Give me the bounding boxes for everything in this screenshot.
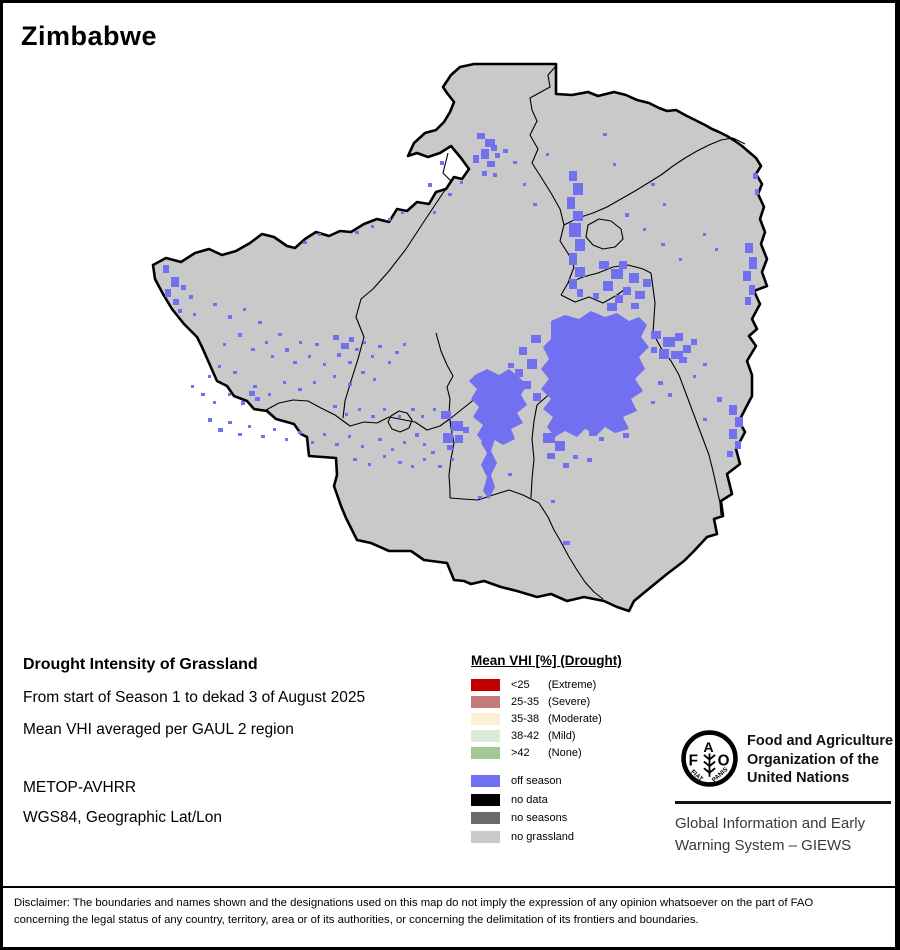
legend-range: >42 bbox=[511, 746, 530, 759]
legend-label: (Extreme) bbox=[548, 678, 597, 691]
giews-line: Global Information and Early bbox=[675, 815, 866, 832]
severe-swatch bbox=[471, 695, 500, 708]
legend-range: <25 bbox=[511, 678, 530, 691]
disclaimer-box: Disclaimer: The boundaries and names sho… bbox=[3, 886, 895, 947]
offseason-areas bbox=[163, 133, 759, 545]
legend-title: Mean VHI [%] (Drought) bbox=[471, 653, 622, 668]
fao-logo-icon: A F O FIAT PANIS bbox=[681, 730, 738, 787]
zimbabwe-map bbox=[151, 62, 769, 613]
disclaimer-line: Disclaimer: The boundaries and names sho… bbox=[14, 897, 814, 909]
legend: Mean VHI [%] (Drought) <25 (Extreme) 25-… bbox=[471, 653, 671, 846]
fao-divider bbox=[675, 801, 891, 804]
legend-range: 38-42 bbox=[511, 729, 540, 742]
legend-label: no grassland bbox=[511, 830, 574, 843]
sensor-text: METOP-AVHRR bbox=[23, 779, 137, 796]
no-seasons-swatch bbox=[471, 812, 500, 825]
legend-item-no-data: no data bbox=[471, 791, 671, 810]
legend-label: (Mild) bbox=[548, 729, 576, 742]
svg-text:A: A bbox=[703, 740, 713, 756]
legend-spacer bbox=[471, 761, 671, 772]
moderate-swatch bbox=[471, 712, 500, 725]
off-season-swatch bbox=[471, 775, 500, 788]
legend-item-none: >42 (None) bbox=[471, 744, 671, 761]
no-data-swatch bbox=[471, 793, 500, 806]
mild-swatch bbox=[471, 729, 500, 742]
country-shape bbox=[151, 62, 769, 613]
fao-org-line: United Nations bbox=[747, 770, 850, 786]
no-grassland-swatch bbox=[471, 830, 500, 843]
legend-item-extreme: <25 (Extreme) bbox=[471, 676, 671, 693]
giews-name: Global Information and Early Warning Sys… bbox=[675, 813, 865, 856]
legend-item-mild: 38-42 (Mild) bbox=[471, 727, 671, 744]
legend-item-severe: 25-35 (Severe) bbox=[471, 693, 671, 710]
svg-text:F: F bbox=[689, 753, 698, 770]
extreme-swatch bbox=[471, 678, 500, 691]
legend-item-moderate: 35-38 (Moderate) bbox=[471, 710, 671, 727]
disclaimer-line: concerning the legal status of any count… bbox=[14, 913, 699, 926]
map-period-text: From start of Season 1 to dekad 3 of Aug… bbox=[23, 689, 366, 706]
fao-org-line: Organization of the bbox=[747, 751, 880, 768]
giews-line: Warning System – GIEWS bbox=[675, 836, 852, 854]
map-aggregation-text: Mean VHI averaged per GAUL 2 region bbox=[23, 721, 294, 738]
page-title: Zimbabwe bbox=[21, 21, 158, 51]
legend-label: no data bbox=[511, 793, 548, 806]
fao-org-line: Food and Agriculture bbox=[747, 733, 894, 749]
fao-org-name: Food and Agriculture Organization of the… bbox=[747, 732, 893, 788]
legend-item-off-season: off season bbox=[471, 772, 671, 791]
map-subject-heading: Drought Intensity of Grassland bbox=[23, 656, 258, 673]
legend-range: 25-35 bbox=[511, 695, 540, 708]
legend-label: off season bbox=[511, 775, 562, 788]
legend-label: (Severe) bbox=[548, 695, 591, 708]
legend-range: 35-38 bbox=[511, 712, 540, 725]
disclaimer-text: Disclaimer: The boundaries and names sho… bbox=[14, 895, 888, 928]
legend-label: no seasons bbox=[511, 812, 568, 825]
svg-text:O: O bbox=[718, 753, 730, 770]
legend-label: (Moderate) bbox=[548, 712, 602, 725]
legend-item-no-seasons: no seasons bbox=[471, 809, 671, 828]
none-swatch bbox=[471, 746, 500, 759]
legend-label: (None) bbox=[548, 746, 582, 759]
legend-item-no-grassland: no grassland bbox=[471, 828, 671, 847]
projection-text: WGS84, Geographic Lat/Lon bbox=[23, 809, 223, 826]
